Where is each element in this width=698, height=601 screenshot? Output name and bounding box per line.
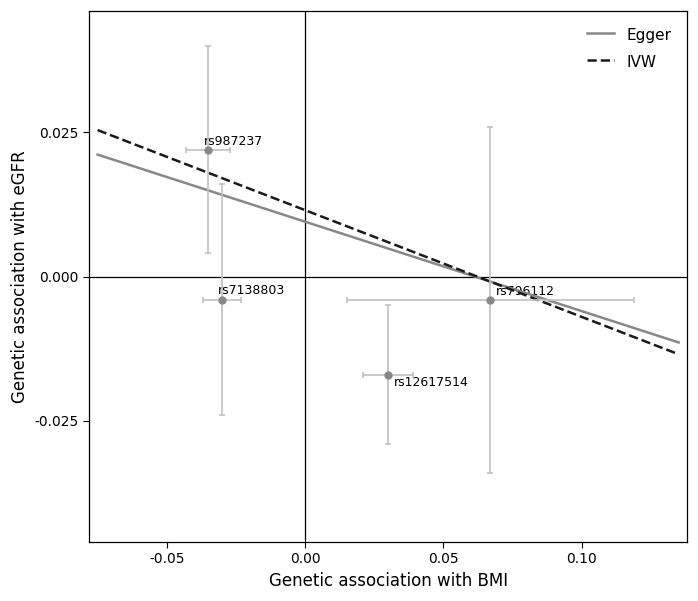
Text: rs7138803: rs7138803 (218, 284, 285, 297)
Text: rs796112: rs796112 (496, 285, 555, 299)
Legend: Egger, IVW: Egger, IVW (579, 19, 679, 79)
Text: rs12617514: rs12617514 (394, 376, 468, 389)
Text: rs987237: rs987237 (204, 135, 263, 148)
Y-axis label: Genetic association with eGFR: Genetic association with eGFR (11, 150, 29, 403)
X-axis label: Genetic association with BMI: Genetic association with BMI (269, 572, 507, 590)
